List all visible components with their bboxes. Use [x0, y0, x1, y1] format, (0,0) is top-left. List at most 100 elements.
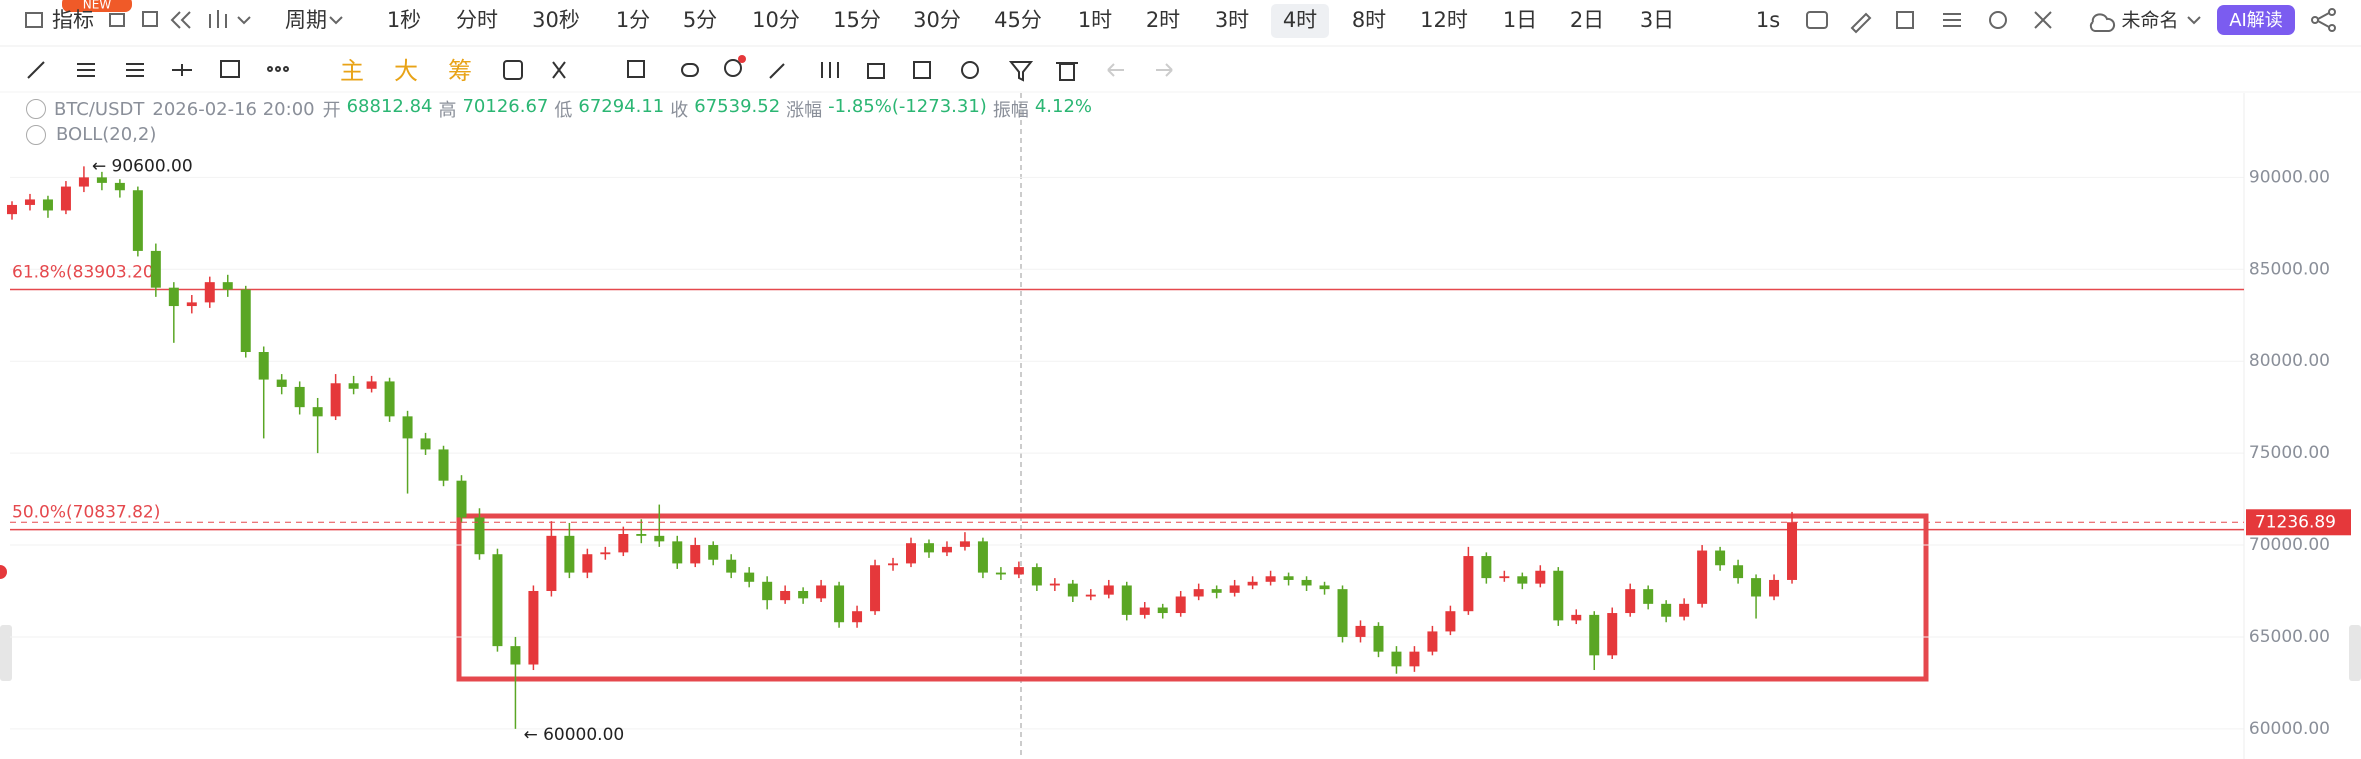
- candle-body: [870, 565, 881, 612]
- y-tick-label: 80000.00: [2249, 351, 2330, 371]
- candle-body: [258, 352, 269, 380]
- candle-body: [240, 289, 251, 353]
- last-price-tag: 71236.89: [2255, 512, 2336, 532]
- candle-body: [1175, 596, 1186, 614]
- candle-body: [888, 563, 899, 566]
- info-label: 振幅: [992, 100, 1029, 121]
- candle-body: [366, 381, 377, 389]
- candle-body: [959, 541, 970, 547]
- fib-label: 50.0%(70837.82): [12, 503, 160, 523]
- candle-body: [816, 585, 827, 599]
- candle-body: [1067, 583, 1078, 597]
- info-label: 高: [438, 100, 457, 121]
- plot: 90000.00 85000.00 80000.00 75000.00 70000.00…: [7, 93, 2351, 759]
- time: 2026-02-16 20:00: [152, 98, 315, 120]
- period-button[interactable]: 10分: [752, 8, 800, 32]
- candle-body: [114, 182, 125, 191]
- candle-body: [1607, 613, 1618, 656]
- candle-body: [1373, 625, 1384, 652]
- active-period-bg: [1271, 4, 1329, 38]
- period-button[interactable]: 2日: [1570, 8, 1604, 32]
- period-button[interactable]: 12时: [1420, 8, 1468, 32]
- period-button[interactable]: 30分: [913, 8, 961, 32]
- info-value: 67539.52: [694, 96, 781, 117]
- period-button[interactable]: 30秒: [532, 8, 580, 32]
- candle-body: [1049, 583, 1060, 586]
- candle-body: [402, 416, 413, 439]
- layout-name[interactable]: 未命名: [2121, 10, 2178, 32]
- indicator-icon[interactable]: [25, 12, 43, 28]
- candle-body: [1499, 576, 1510, 579]
- y-tick-label: 70000.00: [2249, 535, 2330, 555]
- period-button[interactable]: 1日: [1503, 8, 1537, 32]
- info-value: -1.85%(-1273.31): [828, 96, 987, 117]
- period-button[interactable]: 5分: [683, 8, 717, 32]
- period-button[interactable]: 1分: [616, 8, 650, 32]
- candle-body: [1157, 607, 1168, 614]
- info-value: 70126.67: [462, 96, 549, 117]
- candle-body: [564, 535, 575, 573]
- candle-body: [941, 546, 952, 553]
- candle-body: [600, 552, 611, 555]
- tool-button[interactable]: 主: [340, 57, 364, 85]
- badge-bg: [62, 0, 132, 12]
- candle-body: [510, 646, 521, 665]
- tool-button[interactable]: 筹: [448, 57, 472, 85]
- period-button[interactable]: 8时: [1352, 8, 1386, 32]
- candle-body: [1193, 589, 1204, 597]
- period-button[interactable]: 15分: [833, 8, 881, 32]
- info-value: 67294.11: [578, 96, 665, 117]
- candle-body: [1013, 567, 1024, 575]
- candle-body: [384, 381, 395, 417]
- period-button[interactable]: 45分: [994, 8, 1042, 32]
- candle-body: [42, 199, 53, 211]
- candle-body: [1211, 589, 1222, 593]
- info-value: 68812.84: [346, 96, 433, 117]
- candle-body: [438, 449, 449, 481]
- candle-body: [672, 541, 683, 564]
- candle-body: [708, 545, 719, 560]
- period-button[interactable]: 4时: [1283, 8, 1317, 32]
- candle-body: [1463, 556, 1474, 612]
- candle-body: [1517, 576, 1528, 584]
- candle-body: [582, 554, 593, 573]
- collapse-icon[interactable]: [26, 124, 46, 145]
- y-tick-label: 75000.00: [2249, 443, 2330, 463]
- candle-body: [492, 554, 503, 647]
- candle-body: [474, 517, 485, 555]
- tool-button[interactable]: 大: [394, 57, 418, 85]
- candle-body: [1535, 570, 1546, 584]
- candle-body: [1751, 578, 1762, 597]
- period-menu[interactable]: 周期: [285, 8, 327, 32]
- candle-body: [906, 543, 916, 564]
- candle-body: [744, 572, 755, 582]
- collapse-icon[interactable]: [26, 99, 46, 119]
- candle-body: [1733, 565, 1744, 579]
- fib-label: 61.8%(83903.20): [12, 262, 160, 282]
- candle-body: [456, 480, 467, 518]
- scroll-left[interactable]: [0, 625, 12, 681]
- period-button[interactable]: 1秒: [387, 8, 421, 32]
- ai-button-bg[interactable]: [2217, 5, 2295, 35]
- candle-body: [1031, 567, 1042, 586]
- info-bar: BTC/USDT 2026-02-16 20:00 开 68812.84 高 7012…: [26, 96, 1092, 122]
- info-label: 开: [322, 100, 341, 121]
- notify-dot: [738, 55, 746, 63]
- candle-body: [654, 535, 665, 542]
- ai-button[interactable]: AI解读: [2229, 10, 2283, 31]
- candle-body: [1337, 589, 1348, 637]
- candle-body: [1139, 607, 1150, 615]
- period-button[interactable]: 2时: [1146, 8, 1180, 32]
- scroll-right[interactable]: [2349, 625, 2361, 681]
- speed[interactable]: 1s: [1756, 8, 1780, 32]
- period-button[interactable]: 1时: [1078, 8, 1112, 32]
- candle-body: [1481, 556, 1492, 579]
- indicator-button[interactable]: 指标: [52, 8, 94, 32]
- period-button[interactable]: 分时: [456, 8, 498, 32]
- period-button[interactable]: 3时: [1215, 8, 1249, 32]
- period-button[interactable]: 3日: [1640, 8, 1674, 32]
- candle-body: [1319, 585, 1330, 590]
- candle-body: [1103, 585, 1114, 595]
